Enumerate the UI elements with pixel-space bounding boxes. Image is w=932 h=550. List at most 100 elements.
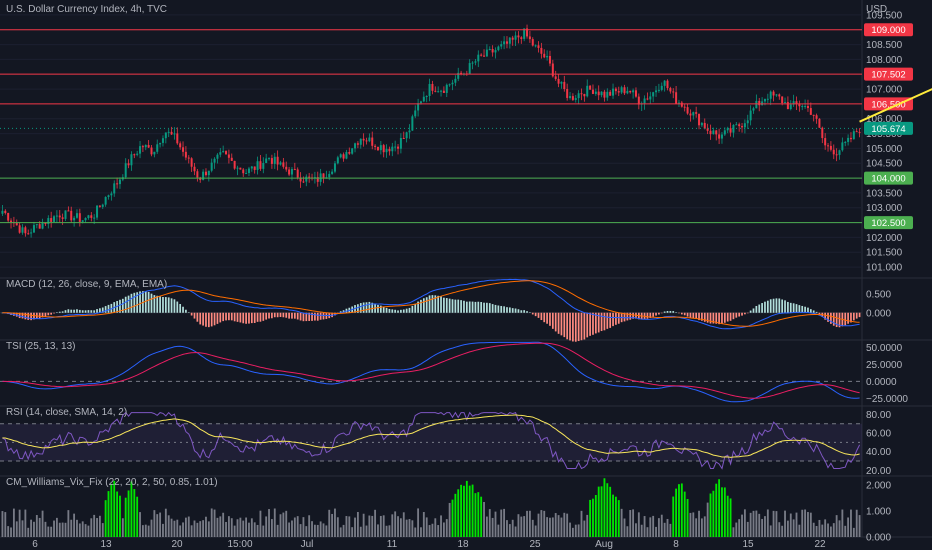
macd-hist-bar — [463, 300, 465, 313]
vix-bar — [838, 520, 841, 537]
time-tick-label: Aug — [595, 539, 613, 550]
vix-bar — [850, 509, 852, 537]
candle-body — [626, 90, 629, 94]
vix-bar — [569, 522, 571, 537]
macd-hist-bar — [480, 302, 483, 313]
vix-bar — [405, 519, 408, 537]
vix-bar — [675, 488, 678, 537]
candle-body — [339, 154, 342, 158]
candle-body — [448, 84, 451, 86]
macd-hist-bar — [445, 298, 448, 313]
vix-bar — [637, 512, 640, 537]
candle-body — [792, 101, 795, 105]
candle-body — [425, 95, 428, 97]
level-tag-label: 107.502 — [871, 70, 905, 81]
candle-body — [827, 145, 830, 147]
price-tick-label: 104.500 — [866, 159, 903, 170]
candle-body — [812, 114, 815, 116]
candle-body — [471, 62, 474, 64]
macd-hist-bar — [600, 312, 603, 332]
macd-hist-bar — [824, 312, 827, 320]
candle-body — [497, 46, 500, 51]
candle-body — [288, 169, 291, 175]
macd-hist-bar — [288, 312, 290, 319]
candle-body — [247, 168, 250, 174]
vix-bar — [196, 522, 199, 537]
candle-body — [147, 144, 150, 148]
macd-hist-bar — [414, 303, 417, 313]
candle-body — [184, 151, 187, 158]
macd-hist-bar — [185, 309, 187, 313]
macd-hist-bar — [21, 312, 24, 319]
price-tick-label: 108.500 — [866, 40, 903, 51]
macd-hist-bar — [222, 312, 225, 322]
candle-body — [534, 45, 537, 47]
candle-body — [434, 90, 437, 92]
candle-body — [758, 100, 761, 106]
macd-hist-bar — [531, 312, 534, 315]
vix-bar — [477, 492, 480, 537]
rsi-band — [0, 423, 862, 462]
candle-body — [322, 173, 325, 179]
candle-body — [113, 183, 116, 194]
candle-body — [136, 153, 139, 155]
candle-body — [540, 47, 543, 54]
vix-bar — [1, 511, 4, 537]
vix-bar — [500, 509, 503, 537]
macd-hist-bar — [47, 312, 50, 316]
macd-hist-bar — [606, 312, 609, 329]
vix-bar — [308, 515, 311, 537]
candle-body — [236, 167, 239, 169]
vix-bar — [766, 509, 769, 537]
vix-bar — [339, 527, 342, 537]
macd-hist-bar — [847, 312, 849, 324]
macd-hist-bar — [830, 312, 832, 324]
vix-bar — [27, 527, 30, 537]
vix-bar — [594, 495, 597, 537]
candle-body — [414, 110, 417, 117]
candle-body — [130, 154, 133, 166]
macd-hist-bar — [443, 297, 445, 313]
macd-hist-bar — [726, 312, 729, 322]
candle-body — [818, 118, 821, 128]
candle-body — [852, 131, 855, 140]
vix-bar — [531, 519, 534, 537]
time-tick-label: 8 — [673, 539, 679, 550]
vix-bar — [549, 517, 551, 537]
vix-bar — [202, 520, 205, 537]
macd-hist-bar — [282, 312, 285, 318]
candle-body — [528, 36, 531, 40]
vix-bar — [844, 525, 847, 537]
macd-hist-bar — [801, 305, 804, 313]
macd-hist-bar — [339, 311, 342, 313]
macd-hist-bar — [526, 311, 528, 313]
macd-hist-bar — [789, 302, 792, 313]
vix-bar — [248, 522, 250, 537]
macd-hist-bar — [245, 312, 247, 324]
macd-hist-bar — [253, 312, 256, 323]
macd-hist-bar — [394, 309, 397, 313]
vix-bar — [345, 516, 348, 537]
macd-hist-bar — [838, 312, 841, 328]
candle-body — [139, 146, 142, 154]
macd-hist-bar — [44, 312, 47, 317]
macd-hist-bar — [594, 312, 597, 334]
candle-body — [500, 44, 503, 47]
vix-bar — [93, 514, 96, 537]
candle-body — [75, 213, 78, 218]
vix-bar — [159, 512, 162, 537]
candle-body — [167, 131, 170, 133]
vix-bar — [81, 521, 84, 537]
vix-bar — [571, 527, 574, 537]
candle-body — [715, 130, 718, 135]
vix-bar — [437, 525, 440, 537]
macd-hist-bar — [474, 301, 477, 313]
price-tick-label: 101.500 — [866, 248, 903, 259]
vix-bar — [480, 496, 483, 537]
macd-hist-bar — [569, 312, 571, 341]
macd-hist-bar — [279, 312, 282, 317]
vix-bar — [12, 508, 15, 537]
candle-body — [775, 94, 778, 96]
candle-body — [273, 156, 276, 164]
